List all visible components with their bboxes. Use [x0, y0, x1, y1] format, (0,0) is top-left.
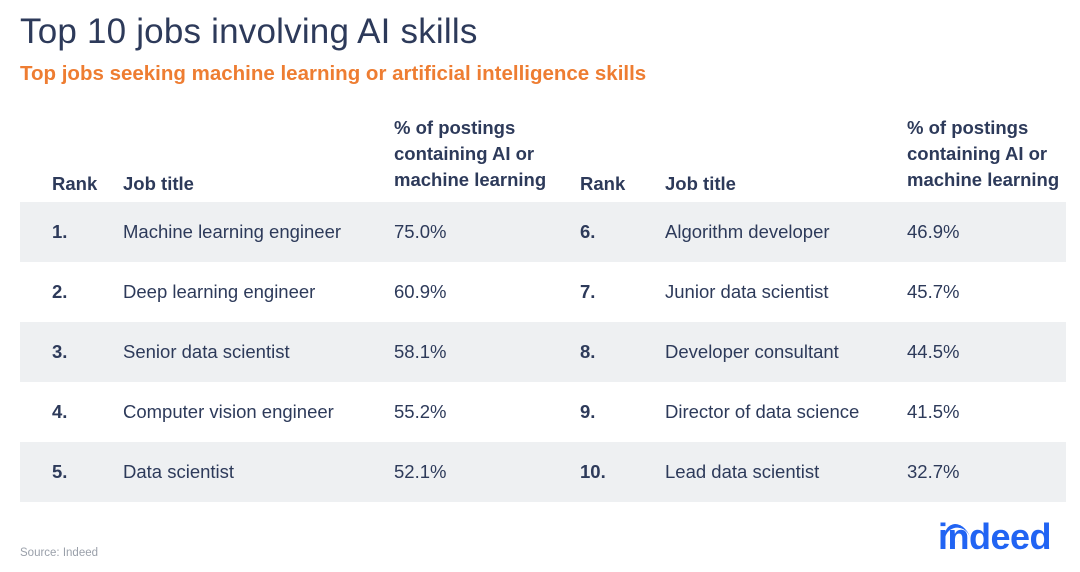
table-cell-job-title: Deep learning engineer	[123, 281, 316, 302]
table-cell-job-title: Data scientist	[123, 461, 235, 482]
header-rank-left: Rank	[52, 173, 98, 194]
table-cell-rank: 5.	[52, 461, 68, 482]
chart-subtitle: Top jobs seeking machine learning or art…	[20, 62, 647, 85]
table-cell-job-title: Lead data scientist	[665, 461, 820, 482]
table-cell-job-title: Machine learning engineer	[123, 221, 342, 242]
table-cell-percentage: 60.9%	[394, 281, 447, 302]
table-cell-rank: 6.	[580, 221, 596, 242]
table-cell-rank: 1.	[52, 221, 68, 242]
indeed-logo: indeed	[938, 516, 1052, 558]
table-cell-percentage: 52.1%	[394, 461, 447, 482]
table-cell-rank: 9.	[580, 401, 596, 422]
table-cell-rank: 4.	[52, 401, 68, 422]
row-band	[20, 442, 1066, 502]
table-cell-job-title: Senior data scientist	[123, 341, 290, 362]
table-cell-job-title: Director of data science	[665, 401, 860, 422]
table-cell-percentage: 44.5%	[907, 341, 960, 362]
row-band	[20, 322, 1066, 382]
logo-text: indeed	[938, 516, 1052, 557]
chart-title: Top 10 jobs involving AI skills	[20, 12, 478, 51]
table-cell-rank: 3.	[52, 341, 68, 362]
header-job-left: Job title	[123, 173, 194, 194]
header-pct-left: % of postings containing AI or machine l…	[394, 117, 547, 190]
table-cell-job-title: Computer vision engineer	[123, 401, 334, 422]
table-cell-percentage: 75.0%	[394, 221, 447, 242]
table-cell-percentage: 58.1%	[394, 341, 447, 362]
table-background	[20, 202, 1066, 502]
row-band	[20, 202, 1066, 262]
table-cell-rank: 10.	[580, 461, 606, 482]
table-cell-percentage: 55.2%	[394, 401, 447, 422]
table-cell-job-title: Algorithm developer	[665, 221, 830, 242]
table-cell-rank: 8.	[580, 341, 596, 362]
table-cell-percentage: 45.7%	[907, 281, 960, 302]
table-cell-job-title: Developer consultant	[665, 341, 839, 362]
table-cell-rank: 2.	[52, 281, 68, 302]
table-cell-percentage: 32.7%	[907, 461, 960, 482]
table-cell-percentage: 46.9%	[907, 221, 960, 242]
header-pct-right: % of postings containing AI or machine l…	[907, 117, 1060, 190]
header-rank-right: Rank	[580, 173, 626, 194]
table-cell-percentage: 41.5%	[907, 401, 960, 422]
source-note: Source: Indeed	[20, 547, 99, 559]
table-cell-job-title: Junior data scientist	[665, 281, 829, 302]
header-job-right: Job title	[665, 173, 736, 194]
table-cell-rank: 7.	[580, 281, 596, 302]
